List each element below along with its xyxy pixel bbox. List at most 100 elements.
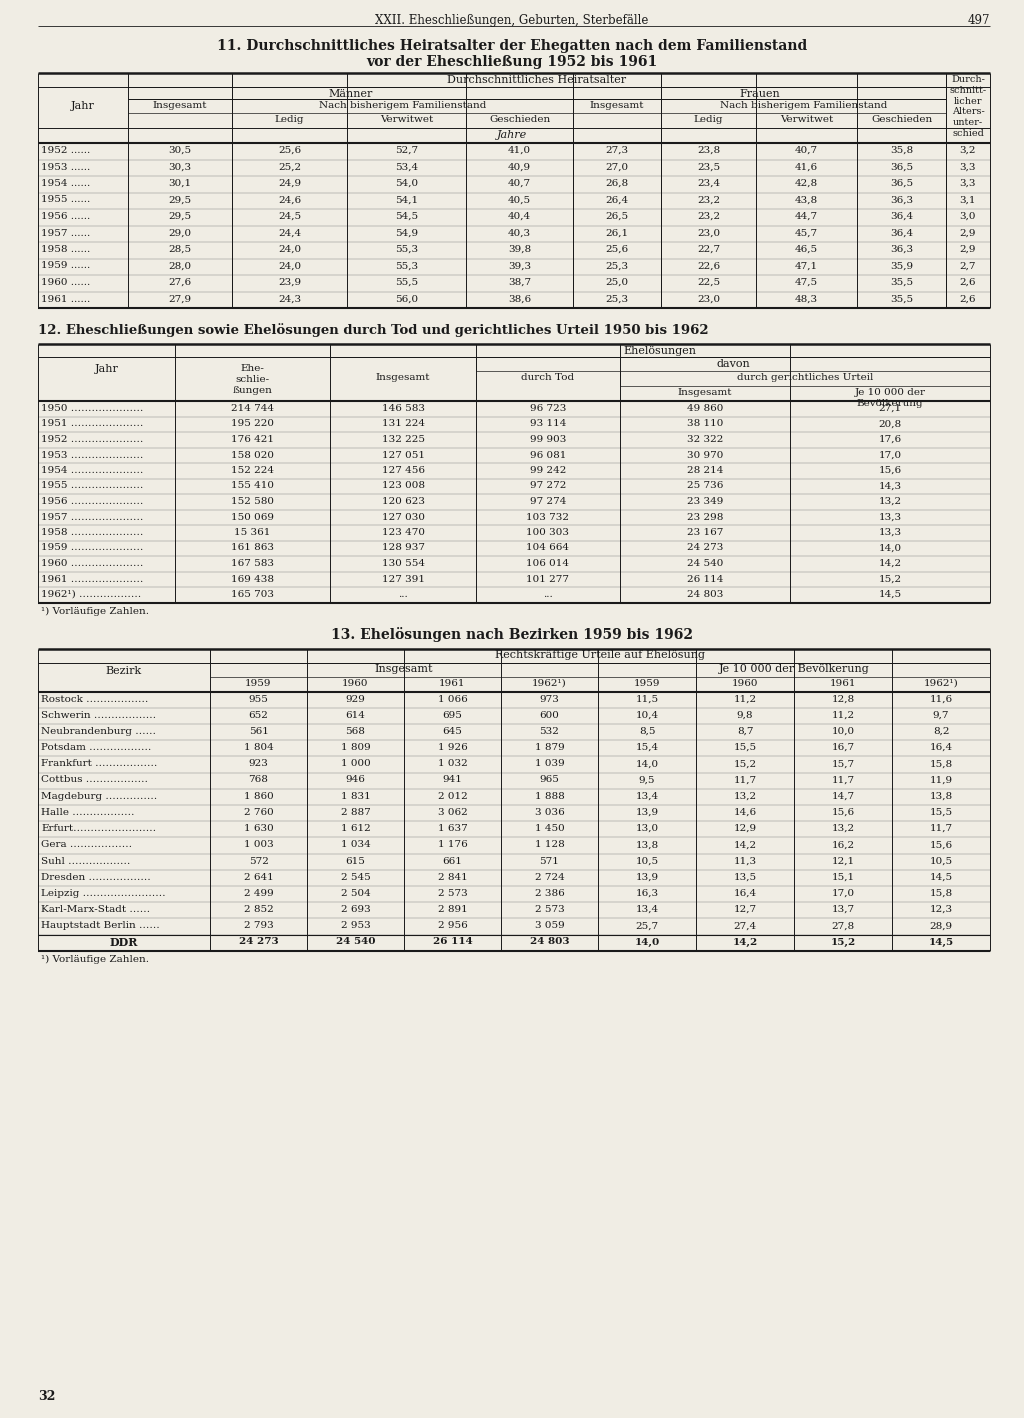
- Text: 35,5: 35,5: [890, 278, 913, 286]
- Text: 36,4: 36,4: [890, 228, 913, 237]
- Text: Insgesamt: Insgesamt: [375, 665, 433, 675]
- Text: Halle ………………: Halle ………………: [41, 808, 134, 817]
- Text: 99 242: 99 242: [529, 467, 566, 475]
- Text: 13,2: 13,2: [733, 791, 757, 801]
- Text: 24,0: 24,0: [278, 261, 301, 271]
- Text: 52,7: 52,7: [395, 146, 418, 155]
- Text: 23,0: 23,0: [697, 228, 720, 237]
- Text: 1 809: 1 809: [341, 743, 371, 752]
- Text: 1958 ......: 1958 ......: [41, 245, 90, 254]
- Text: 15,2: 15,2: [830, 937, 856, 947]
- Text: 40,7: 40,7: [795, 146, 818, 155]
- Text: 1952 …………………: 1952 …………………: [41, 435, 143, 444]
- Text: 16,4: 16,4: [930, 743, 952, 752]
- Text: 24,9: 24,9: [278, 179, 301, 189]
- Text: 29,5: 29,5: [168, 213, 191, 221]
- Text: 27,3: 27,3: [605, 146, 629, 155]
- Text: Dresden ………………: Dresden ………………: [41, 872, 151, 882]
- Text: Geschieden: Geschieden: [488, 115, 550, 123]
- Text: 16,4: 16,4: [733, 889, 757, 898]
- Text: 532: 532: [540, 727, 559, 736]
- Text: 13,2: 13,2: [879, 496, 901, 506]
- Text: 44,7: 44,7: [795, 213, 818, 221]
- Text: 24 540: 24 540: [687, 559, 723, 569]
- Text: Verwitwet: Verwitwet: [780, 115, 834, 123]
- Text: 1961 …………………: 1961 …………………: [41, 574, 143, 583]
- Text: 13,4: 13,4: [636, 905, 658, 915]
- Text: Insgesamt: Insgesamt: [376, 373, 430, 381]
- Text: Je 10 000 der Bevölkerung: Je 10 000 der Bevölkerung: [719, 665, 869, 675]
- Text: 45,7: 45,7: [795, 228, 818, 237]
- Text: 1953 …………………: 1953 …………………: [41, 451, 143, 459]
- Text: 1959: 1959: [246, 678, 271, 688]
- Text: 1956 …………………: 1956 …………………: [41, 496, 143, 506]
- Text: Durch-
schnitt-
licher
Alters-
unter-
schied: Durch- schnitt- licher Alters- unter- sc…: [949, 75, 986, 138]
- Text: Insgesamt: Insgesamt: [678, 389, 732, 397]
- Text: 146 583: 146 583: [382, 404, 425, 413]
- Text: 36,5: 36,5: [890, 179, 913, 189]
- Text: 1 804: 1 804: [244, 743, 273, 752]
- Text: 49 860: 49 860: [687, 404, 723, 413]
- Text: 41,6: 41,6: [795, 163, 818, 172]
- Text: 41,0: 41,0: [508, 146, 531, 155]
- Text: 9,5: 9,5: [639, 776, 655, 784]
- Text: 40,9: 40,9: [508, 163, 531, 172]
- Text: 11,7: 11,7: [733, 776, 757, 784]
- Text: 12,8: 12,8: [831, 695, 855, 703]
- Text: 28 214: 28 214: [687, 467, 723, 475]
- Text: Gera ………………: Gera ………………: [41, 841, 132, 849]
- Text: 120 623: 120 623: [382, 496, 425, 506]
- Text: durch gerichtliches Urteil: durch gerichtliches Urteil: [737, 373, 873, 381]
- Text: 26,4: 26,4: [605, 196, 629, 204]
- Text: 103 732: 103 732: [526, 512, 569, 522]
- Text: 54,5: 54,5: [395, 213, 418, 221]
- Text: 130 554: 130 554: [382, 559, 425, 569]
- Text: 36,4: 36,4: [890, 213, 913, 221]
- Text: Je 10 000 der
Bevölkerung: Je 10 000 der Bevölkerung: [854, 389, 926, 408]
- Text: 23,8: 23,8: [697, 146, 720, 155]
- Text: 54,1: 54,1: [395, 196, 418, 204]
- Text: 127 051: 127 051: [382, 451, 425, 459]
- Text: 568: 568: [345, 727, 366, 736]
- Text: 15,8: 15,8: [930, 759, 952, 769]
- Text: 15,7: 15,7: [831, 759, 855, 769]
- Text: Nach bisherigem Familienstand: Nach bisherigem Familienstand: [318, 101, 486, 111]
- Text: 965: 965: [540, 776, 559, 784]
- Text: Jahr: Jahr: [71, 101, 95, 111]
- Text: 25,0: 25,0: [605, 278, 629, 286]
- Text: 1955 …………………: 1955 …………………: [41, 482, 143, 491]
- Text: 48,3: 48,3: [795, 295, 818, 303]
- Text: 8,5: 8,5: [639, 727, 655, 736]
- Text: 1960: 1960: [342, 678, 369, 688]
- Text: 768: 768: [249, 776, 268, 784]
- Text: Cottbus ………………: Cottbus ………………: [41, 776, 148, 784]
- Text: 1956 ......: 1956 ......: [41, 213, 90, 221]
- Text: 14,7: 14,7: [831, 791, 855, 801]
- Text: 1 450: 1 450: [535, 824, 564, 834]
- Text: 2 724: 2 724: [535, 872, 564, 882]
- Text: 26,5: 26,5: [605, 213, 629, 221]
- Text: 1 630: 1 630: [244, 824, 273, 834]
- Text: Ehelösungen: Ehelösungen: [624, 346, 696, 356]
- Text: 11,2: 11,2: [733, 695, 757, 703]
- Text: 165 703: 165 703: [231, 590, 274, 598]
- Text: Durchschnittliches Heiratsalter: Durchschnittliches Heiratsalter: [447, 75, 627, 85]
- Text: 15,2: 15,2: [733, 759, 757, 769]
- Text: ...: ...: [398, 590, 408, 598]
- Text: Ehe-
schlie-
ßungen: Ehe- schlie- ßungen: [232, 364, 272, 396]
- Text: 15 361: 15 361: [234, 527, 270, 537]
- Text: 127 391: 127 391: [382, 574, 425, 583]
- Text: 615: 615: [345, 856, 366, 865]
- Text: 36,3: 36,3: [890, 196, 913, 204]
- Text: 955: 955: [249, 695, 268, 703]
- Text: 169 438: 169 438: [231, 574, 274, 583]
- Text: 1 128: 1 128: [535, 841, 564, 849]
- Text: 23,5: 23,5: [697, 163, 720, 172]
- Text: 30,1: 30,1: [168, 179, 191, 189]
- Text: 12,9: 12,9: [733, 824, 757, 834]
- Text: Verwitwet: Verwitwet: [380, 115, 433, 123]
- Text: Frankfurt ………………: Frankfurt ………………: [41, 759, 158, 769]
- Text: 12,7: 12,7: [733, 905, 757, 915]
- Text: 23 349: 23 349: [687, 496, 723, 506]
- Text: 25,3: 25,3: [605, 261, 629, 271]
